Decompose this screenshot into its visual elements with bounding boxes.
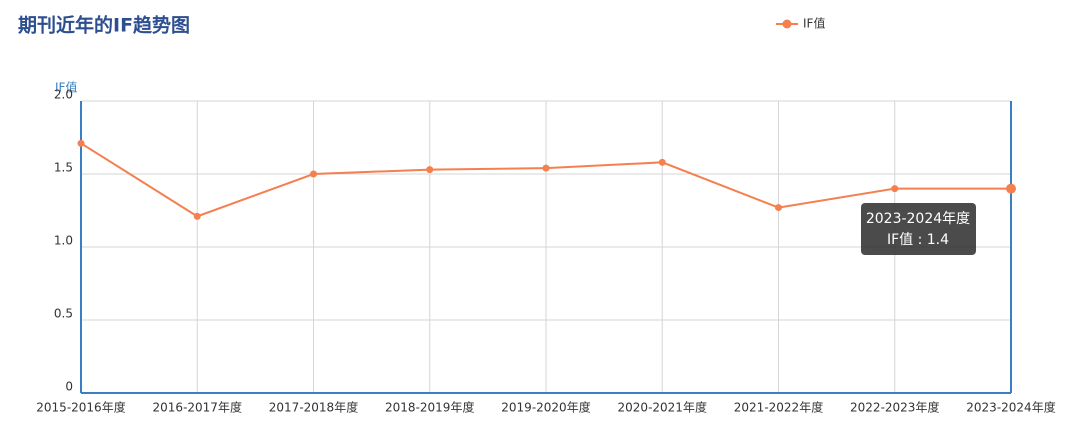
data-point — [542, 164, 550, 172]
y-tick-label: 1.5 — [54, 161, 73, 175]
x-tick-label: 2019-2020年度 — [501, 400, 590, 415]
tooltip-text: IF值 : 1.4 — [887, 232, 949, 248]
legend-label: IF值 — [803, 16, 825, 31]
tooltip-title: 2023-2024年度 — [866, 211, 970, 227]
data-point — [426, 166, 434, 174]
data-point — [193, 212, 201, 220]
tooltip-box — [861, 203, 976, 255]
data-point — [1006, 183, 1016, 194]
x-tick-label: 2020-2021年度 — [618, 400, 707, 415]
y-tick-label: 1.0 — [54, 234, 73, 248]
y-tick-label: 0.5 — [54, 307, 73, 321]
legend-marker — [782, 19, 792, 29]
data-point — [310, 170, 317, 178]
x-tick-label: 2016-2017年度 — [153, 400, 242, 415]
x-tick-label: 2021-2022年度 — [734, 400, 823, 415]
data-point — [658, 158, 666, 166]
y-tick-label: 0 — [65, 380, 73, 394]
y-axis-label: IF值 — [55, 80, 77, 95]
x-tick-label: 2018-2019年度 — [385, 400, 474, 415]
y-tick-label: 2.0 — [54, 88, 73, 102]
data-point — [891, 185, 899, 193]
tooltip: 2023-2024年度 IF值 : 1.4 — [861, 203, 976, 255]
x-tick-label: 2023-2024年度 — [966, 400, 1055, 415]
x-tick-label: 2015-2016年度 — [36, 400, 125, 415]
x-tick-label: 2017-2018年度 — [269, 400, 358, 415]
x-tick-label: 2022-2023年度 — [850, 400, 939, 415]
chart-title: 期刊近年的IF趋势图 — [18, 14, 190, 37]
data-point — [775, 204, 782, 212]
data-point — [77, 139, 85, 147]
